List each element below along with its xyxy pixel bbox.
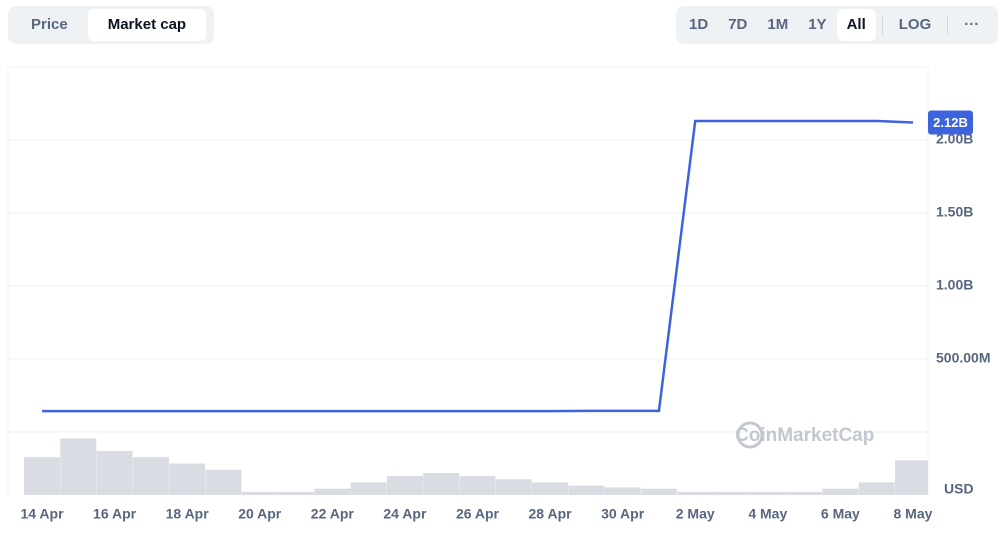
y-tick-label: 1.50B [936,204,973,220]
x-tick-label: 28 Apr [529,506,573,522]
x-tick-label: 30 Apr [601,506,645,522]
volume-bar [822,488,859,495]
volume-bar [894,460,928,495]
separator [947,15,949,35]
range-button[interactable]: 1Y [808,16,827,33]
volume-bar [350,482,387,495]
currency-label: USD [944,481,974,497]
volume-bar [640,488,677,495]
y-tick-label: 1.00B [936,277,973,293]
range-button[interactable]: 1D [689,16,709,33]
volume-bar [24,457,60,495]
volume-bar [749,491,786,495]
tab-button[interactable]: Price [31,16,68,33]
tab-group: Price Market cap [8,6,214,44]
volume-bar [677,491,714,495]
x-tick-label: 26 Apr [456,506,500,522]
volume-bar [858,482,895,495]
more-button[interactable]: ··· [964,16,980,33]
volume-bar [278,491,315,495]
plot: 500.00M 1.00B 1.50B 2.00B 14 Apr 16 Apr 18 Apr… [7,66,990,522]
range-button[interactable]: 7D [728,16,748,33]
volume-bar [568,485,605,495]
value-label: 2.12B [933,115,968,130]
volume-bar [423,472,460,495]
y-tick-label: 500.00M [936,350,990,366]
range-button[interactable]: All [836,9,876,41]
volume-bar [532,482,569,495]
volume-bar [169,463,206,495]
value-badge [928,110,973,135]
volume-bar [314,488,351,495]
x-tick-label: 20 Apr [238,506,282,522]
volume-bar [132,457,169,495]
y-tick-label: 2.00B [936,131,973,147]
range-button[interactable]: 1M [767,16,789,33]
x-tick-label: 6 May [821,506,860,522]
volume-bar [495,479,532,495]
volume-bar [60,438,97,495]
volume-bar [96,450,133,495]
x-tick-label: 2 May [676,506,715,522]
price-line [42,119,914,413]
volume-bar [205,469,242,495]
volume-bar [459,476,496,495]
volume-bar [713,491,750,495]
x-tick-label: 24 Apr [383,506,427,522]
watermark-text: CoinMarketCap [735,425,874,446]
separator [881,15,883,35]
volume-bar [604,487,641,495]
volume-bar [786,491,823,495]
watermark-icon [736,421,764,449]
x-tick-label: 18 Apr [166,506,210,522]
x-tick-label: 8 May [893,506,932,522]
x-tick-label: 14 Apr [20,506,64,522]
x-tick-label: 4 May [748,506,787,522]
x-tick-label: 16 Apr [93,506,137,522]
volume-bar [386,476,423,495]
range-group: 1D 7D 1M 1Y All LOG ··· [676,6,998,44]
x-tick-label: 22 Apr [311,506,355,522]
volume-bar [241,491,278,495]
tab-button[interactable]: Market cap [87,9,207,41]
log-button[interactable]: LOG [898,16,932,33]
